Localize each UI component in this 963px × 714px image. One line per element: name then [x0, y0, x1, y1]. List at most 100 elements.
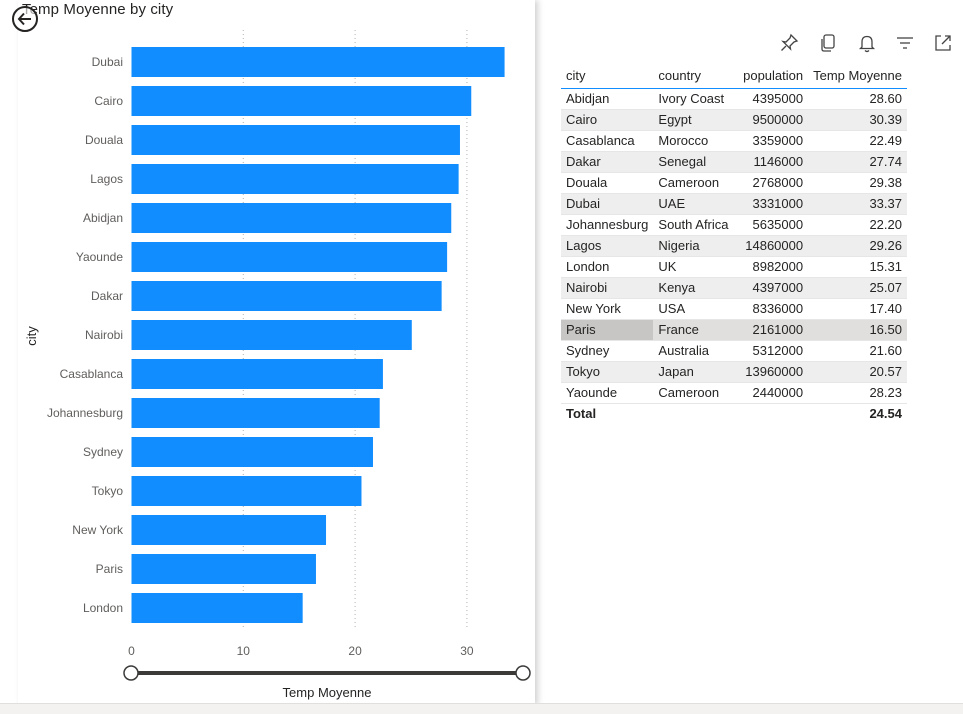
cell-city[interactable]: Nairobi [561, 277, 654, 299]
cell-population[interactable]: 2768000 [734, 172, 809, 194]
cell-temp-moyenne[interactable]: 29.26 [808, 235, 907, 257]
bar[interactable] [131, 398, 380, 428]
bar[interactable] [131, 554, 316, 584]
table-row[interactable]: Casablanca Morocco 3359000 22.49 [561, 130, 907, 152]
bar[interactable] [131, 437, 373, 467]
column-header-country[interactable]: country [653, 62, 735, 89]
cell-population[interactable]: 2440000 [734, 382, 809, 404]
cell-temp-moyenne[interactable]: 15.31 [808, 256, 907, 278]
cell-city[interactable]: Dakar [561, 151, 654, 173]
cell-country[interactable]: UK [653, 256, 735, 278]
cell-temp-moyenne[interactable]: 30.39 [808, 109, 907, 131]
cell-country[interactable]: Kenya [653, 277, 735, 299]
bar[interactable] [131, 203, 452, 233]
table-row[interactable]: Dakar Senegal 1146000 27.74 [561, 151, 907, 173]
cell-city[interactable]: Tokyo [561, 361, 654, 383]
cell-country[interactable]: Cameroon [653, 172, 735, 194]
cell-temp-moyenne[interactable]: 27.74 [808, 151, 907, 173]
column-header-city[interactable]: city [561, 62, 654, 89]
table-row[interactable]: Abidjan Ivory Coast 4395000 28.60 [561, 88, 907, 110]
bar[interactable] [131, 515, 327, 545]
table-row[interactable]: New York USA 8336000 17.40 [561, 298, 907, 320]
cell-city[interactable]: Johannesburg [561, 214, 654, 236]
table-row[interactable]: Sydney Australia 5312000 21.60 [561, 340, 907, 362]
bar[interactable] [131, 476, 362, 506]
cell-temp-moyenne[interactable]: 22.20 [808, 214, 907, 236]
cell-country[interactable]: Morocco [653, 130, 735, 152]
cell-population[interactable]: 14860000 [734, 235, 809, 257]
cell-city[interactable]: Dubai [561, 193, 654, 215]
cell-temp-moyenne[interactable]: 16.50 [808, 319, 907, 341]
cell-city[interactable]: Yaounde [561, 382, 654, 404]
cell-temp-moyenne[interactable]: 17.40 [808, 298, 907, 320]
column-header-population[interactable]: population [734, 62, 809, 89]
filter-icon[interactable] [894, 32, 916, 54]
cell-city[interactable]: Sydney [561, 340, 654, 362]
cell-country[interactable]: South Africa [653, 214, 735, 236]
cell-population[interactable]: 2161000 [734, 319, 809, 341]
cell-population[interactable]: 1146000 [734, 151, 809, 173]
table-row[interactable]: Tokyo Japan 13960000 20.57 [561, 361, 907, 383]
cell-temp-moyenne[interactable]: 21.60 [808, 340, 907, 362]
bar[interactable] [131, 281, 442, 311]
cell-country[interactable]: Ivory Coast [653, 88, 735, 110]
cell-city[interactable]: Douala [561, 172, 654, 194]
cell-population[interactable]: 3359000 [734, 130, 809, 152]
cell-temp-moyenne[interactable]: 28.60 [808, 88, 907, 110]
cell-temp-moyenne[interactable]: 20.57 [808, 361, 907, 383]
table-row[interactable]: Dubai UAE 3331000 33.37 [561, 193, 907, 215]
bar[interactable] [131, 320, 412, 350]
pin-icon[interactable] [778, 32, 800, 54]
bar[interactable] [131, 164, 459, 194]
cell-city[interactable]: Paris [561, 319, 654, 341]
table-row[interactable]: Lagos Nigeria 14860000 29.26 [561, 235, 907, 257]
table-row[interactable]: Cairo Egypt 9500000 30.39 [561, 109, 907, 131]
cell-population[interactable]: 3331000 [734, 193, 809, 215]
cell-population[interactable]: 4397000 [734, 277, 809, 299]
back-button[interactable] [12, 6, 38, 32]
cell-city[interactable]: Lagos [561, 235, 654, 257]
zoom-slider-end-handle[interactable] [515, 665, 531, 681]
cell-country[interactable]: Nigeria [653, 235, 735, 257]
bar[interactable] [131, 47, 505, 77]
focus-mode-icon[interactable] [932, 32, 954, 54]
cell-country[interactable]: USA [653, 298, 735, 320]
cell-population[interactable]: 5635000 [734, 214, 809, 236]
cell-country[interactable]: Australia [653, 340, 735, 362]
cell-country[interactable]: France [653, 319, 735, 341]
bar[interactable] [131, 86, 472, 116]
cell-country[interactable]: Senegal [653, 151, 735, 173]
bar[interactable] [131, 593, 303, 623]
bell-icon[interactable] [856, 32, 878, 54]
cell-population[interactable]: 9500000 [734, 109, 809, 131]
cell-country[interactable]: Japan [653, 361, 735, 383]
cell-population[interactable]: 8982000 [734, 256, 809, 278]
cell-city[interactable]: London [561, 256, 654, 278]
table-row[interactable]: Douala Cameroon 2768000 29.38 [561, 172, 907, 194]
bar[interactable] [131, 359, 383, 389]
cell-temp-moyenne[interactable]: 28.23 [808, 382, 907, 404]
cell-city[interactable]: Cairo [561, 109, 654, 131]
table-row[interactable]: Yaounde Cameroon 2440000 28.23 [561, 382, 907, 404]
cell-temp-moyenne[interactable]: 29.38 [808, 172, 907, 194]
zoom-slider-start-handle[interactable] [123, 665, 139, 681]
cell-city[interactable]: Casablanca [561, 130, 654, 152]
bar[interactable] [131, 242, 448, 272]
table-row[interactable]: Paris France 2161000 16.50 [561, 319, 907, 341]
bar[interactable] [131, 125, 460, 155]
cell-population[interactable]: 13960000 [734, 361, 809, 383]
cell-country[interactable]: Cameroon [653, 382, 735, 404]
cell-temp-moyenne[interactable]: 33.37 [808, 193, 907, 215]
cell-population[interactable]: 5312000 [734, 340, 809, 362]
cell-country[interactable]: UAE [653, 193, 735, 215]
table-row[interactable]: Johannesburg South Africa 5635000 22.20 [561, 214, 907, 236]
table-row[interactable]: Nairobi Kenya 4397000 25.07 [561, 277, 907, 299]
column-header-temp-moyenne[interactable]: Temp Moyenne [808, 62, 907, 89]
cell-city[interactable]: New York [561, 298, 654, 320]
cell-country[interactable]: Egypt [653, 109, 735, 131]
cell-city[interactable]: Abidjan [561, 88, 654, 110]
cell-temp-moyenne[interactable]: 25.07 [808, 277, 907, 299]
table-row[interactable]: London UK 8982000 15.31 [561, 256, 907, 278]
cell-population[interactable]: 8336000 [734, 298, 809, 320]
copy-icon[interactable] [817, 32, 839, 54]
